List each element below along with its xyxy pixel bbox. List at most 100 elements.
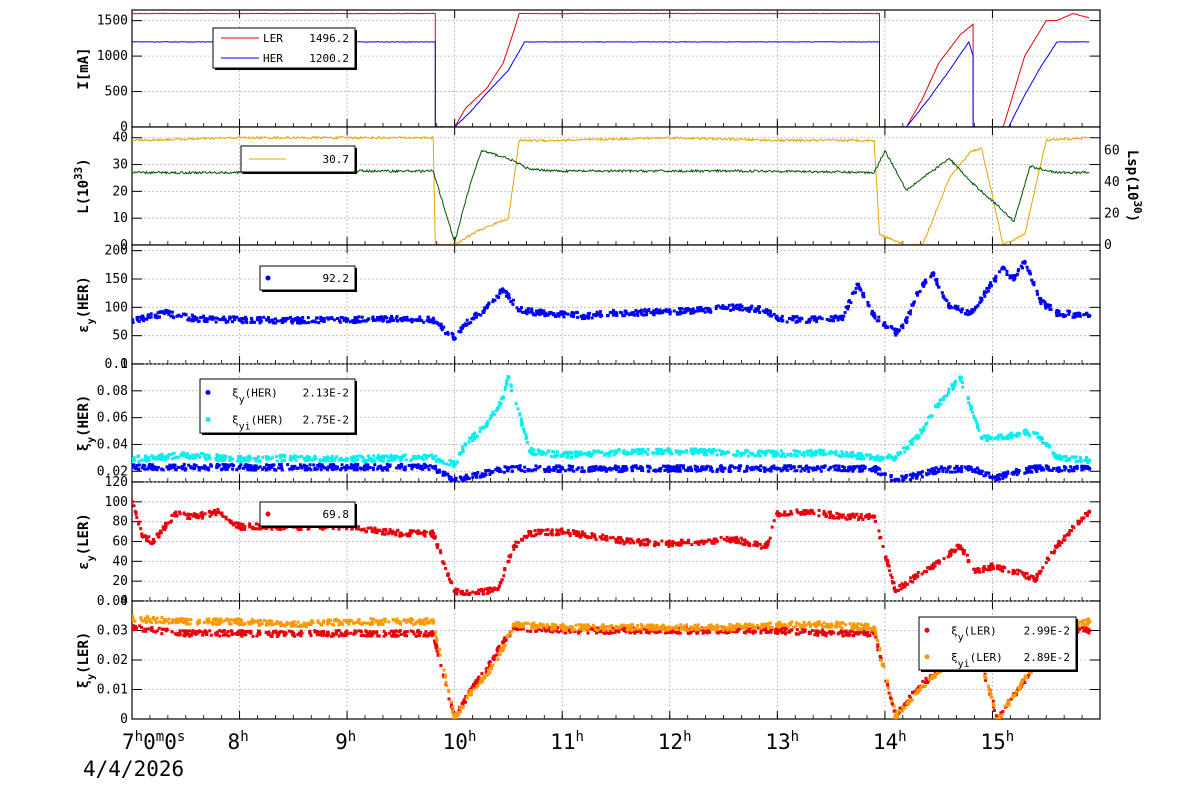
scatter-mark <box>913 573 917 577</box>
scatter-mark <box>697 468 701 472</box>
scatter-mark <box>738 308 742 312</box>
scatter-mark <box>259 316 262 320</box>
scatter-mark <box>330 464 334 468</box>
scatter-mark <box>857 285 861 289</box>
scatter-mark <box>489 587 493 591</box>
scatter-mark <box>383 316 387 320</box>
scatter-mark <box>478 426 482 430</box>
scatter-mark <box>160 458 164 461</box>
y-tick-label: 20 <box>112 574 128 589</box>
scatter-mark <box>473 472 477 475</box>
scatter-mark <box>848 465 852 469</box>
scatter-mark <box>779 449 783 453</box>
scatter-mark <box>815 317 819 321</box>
scatter-mark <box>806 467 810 471</box>
scatter-mark <box>239 629 243 633</box>
scatter-mark <box>167 465 171 469</box>
scatter-mark <box>169 452 173 456</box>
scatter-mark <box>253 465 257 469</box>
scatter-mark <box>534 453 538 457</box>
scatter-mark <box>551 450 555 453</box>
scatter-mark <box>808 511 812 515</box>
scatter-mark <box>342 319 346 322</box>
scatter-mark <box>798 464 802 468</box>
scatter-mark <box>892 458 896 462</box>
scatter-mark <box>635 310 639 314</box>
y-tick-label: 1500 <box>97 14 128 29</box>
scatter-mark <box>199 451 203 455</box>
scatter-mark <box>436 543 440 547</box>
scatter-mark <box>1087 510 1091 514</box>
scatter-mark <box>433 535 437 539</box>
scatter-mark <box>725 539 729 543</box>
scatter-mark <box>931 467 935 471</box>
scatter-mark <box>701 449 705 453</box>
scatter-mark <box>1035 572 1039 576</box>
y-tick-label: 0.03 <box>97 624 128 639</box>
scatter-mark <box>510 469 514 473</box>
scatter-mark <box>786 513 790 517</box>
scatter-mark <box>982 474 986 478</box>
scatter-mark <box>1021 261 1025 264</box>
scatter-mark <box>719 306 723 310</box>
scatter-mark <box>834 452 838 456</box>
scatter-mark <box>217 463 221 467</box>
scatter-mark <box>1010 472 1014 475</box>
scatter-mark <box>877 529 881 533</box>
scatter-mark <box>973 568 977 572</box>
scatter-mark <box>961 380 964 384</box>
scatter-mark <box>176 314 180 318</box>
scatter-mark <box>640 449 643 453</box>
scatter-mark <box>625 537 629 541</box>
scatter-mark <box>646 448 650 452</box>
scatter-mark <box>1001 569 1005 573</box>
scatter-mark <box>1042 467 1045 471</box>
scatter-mark <box>271 321 275 325</box>
scatter-mark <box>997 433 1001 437</box>
scatter-mark <box>789 452 793 456</box>
scatter-mark <box>186 633 190 636</box>
scatter-mark <box>776 514 780 518</box>
scatter-mark <box>1080 468 1084 472</box>
scatter-mark <box>794 449 798 453</box>
scatter-mark <box>947 465 951 469</box>
scatter-mark <box>408 534 412 538</box>
scatter-mark <box>598 310 602 314</box>
scatter-mark <box>504 385 508 389</box>
scatter-mark <box>234 521 238 525</box>
scatter-mark <box>792 465 796 469</box>
scatter-mark <box>412 529 416 533</box>
scatter-mark <box>935 281 939 285</box>
y-tick-label: 1000 <box>97 49 128 64</box>
scatter-mark <box>862 457 866 461</box>
scatter-mark <box>813 451 817 455</box>
scatter-mark <box>241 456 245 460</box>
scatter-mark <box>198 630 202 634</box>
scatter-mark <box>471 438 475 442</box>
scatter-mark <box>988 568 992 572</box>
scatter-mark <box>238 524 242 528</box>
scatter-mark <box>424 530 428 534</box>
scatter-mark <box>668 312 672 316</box>
scatter-mark <box>424 630 428 634</box>
scatter-mark <box>237 455 241 458</box>
scatter-mark <box>352 465 356 469</box>
scatter-mark <box>1080 519 1084 523</box>
scatter-mark <box>373 463 377 467</box>
scatter-mark <box>802 450 806 454</box>
scatter-mark <box>155 532 159 536</box>
scatter-mark <box>924 280 928 284</box>
scatter-mark <box>538 313 542 317</box>
scatter-mark <box>382 634 386 638</box>
scatter-mark <box>934 278 938 282</box>
scatter-mark <box>283 632 287 636</box>
scatter-mark <box>755 308 759 312</box>
scatter-mark <box>497 295 501 299</box>
scatter-mark <box>379 315 383 319</box>
scatter-mark <box>761 545 765 549</box>
scatter-mark <box>844 305 848 309</box>
scatter-mark <box>617 448 621 452</box>
legend: 69.8 <box>259 501 357 528</box>
scatter-mark <box>187 463 191 467</box>
scatter-mark <box>523 311 527 315</box>
